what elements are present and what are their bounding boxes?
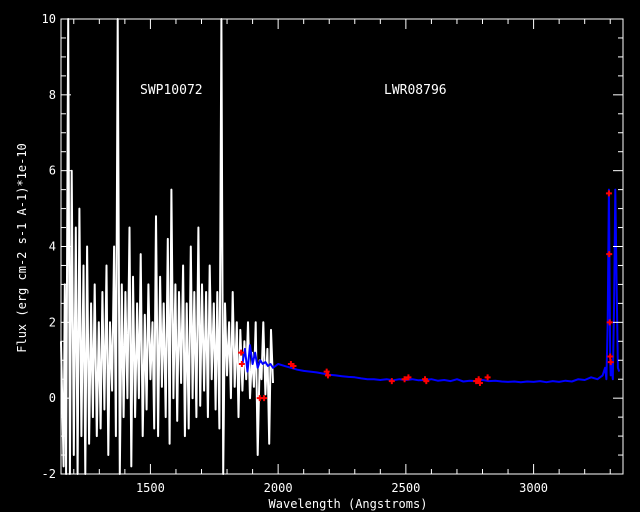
x-tick-label: 3000 <box>519 481 548 495</box>
flag-marker <box>324 372 331 379</box>
flag-marker <box>405 374 412 381</box>
series-line-swp10072 <box>60 18 274 475</box>
y-axis-label: Flux (erg cm-2 s-1 A-1)*1e-10 <box>15 143 29 353</box>
flag-marker <box>607 353 614 360</box>
tick-layer: 1500 2000 2500 3000 -2 0 2 4 6 8 10 <box>42 12 623 495</box>
y-tick-label: 6 <box>49 164 56 178</box>
flag-marker <box>606 251 613 258</box>
y-tick-label: 4 <box>49 240 56 254</box>
flag-marker <box>423 378 430 385</box>
y-tick-label: 8 <box>49 88 56 102</box>
annotation-lwr: LWR08796 <box>384 83 447 98</box>
y-tick-label: 0 <box>49 391 56 405</box>
marker-layer <box>238 190 614 402</box>
x-tick-label: 1500 <box>136 481 165 495</box>
flag-marker <box>261 395 268 402</box>
annotation-swp: SWP10072 <box>140 83 203 98</box>
flag-marker <box>388 378 395 385</box>
x-axis-label: Wavelength (Angstroms) <box>269 497 428 511</box>
flag-marker <box>605 190 612 197</box>
x-tick-label: 2000 <box>264 481 293 495</box>
flag-marker <box>323 368 330 375</box>
series-line-lwr08796 <box>241 188 621 384</box>
series-layer <box>60 18 621 475</box>
flag-marker <box>475 376 482 383</box>
flag-marker <box>484 374 491 381</box>
flag-marker <box>290 362 297 369</box>
flag-marker <box>476 380 483 386</box>
flag-marker <box>606 319 613 326</box>
flag-marker <box>607 359 614 366</box>
flag-marker <box>238 349 245 356</box>
y-tick-label: -2 <box>42 467 56 481</box>
flag-marker <box>238 361 245 368</box>
flag-marker <box>401 376 408 383</box>
y-tick-label: 10 <box>42 12 56 26</box>
y-tick-label: 2 <box>49 315 56 329</box>
x-tick-label: 2500 <box>391 481 420 495</box>
